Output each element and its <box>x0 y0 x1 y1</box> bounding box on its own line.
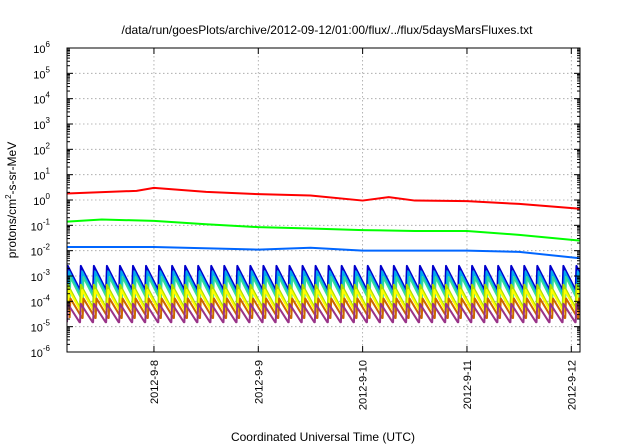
y-tick-label: 106 <box>33 40 50 56</box>
y-tick-label-exponent: -3 <box>43 268 51 277</box>
y-tick-label-exponent: -6 <box>43 344 51 353</box>
y-axis-label-suffix: -s-sr-MeV <box>5 142 19 195</box>
y-tick-label: 10-6 <box>31 344 51 360</box>
y-tick-labels: 10-610-510-410-310-210-11001011021031041… <box>31 40 51 360</box>
y-tick-label-exponent: 0 <box>46 192 51 201</box>
y-tick-label-base: 10 <box>31 221 43 233</box>
series-line-2 <box>67 218 580 242</box>
y-tick-label: 10-1 <box>31 217 51 233</box>
y-tick-label-base: 10 <box>33 69 45 81</box>
y-tick-label-exponent: 3 <box>46 116 51 125</box>
y-tick-label-exponent: 6 <box>46 40 51 49</box>
x-tick-label: 2012-9-10 <box>358 360 370 410</box>
series-line-3 <box>67 245 580 260</box>
y-tick-label: 10-2 <box>31 243 51 259</box>
y-tick-label-base: 10 <box>33 171 45 183</box>
y-tick-label-base: 10 <box>31 247 43 259</box>
y-tick-label-base: 10 <box>33 44 45 56</box>
x-tick-label: 2012-9-11 <box>462 360 474 409</box>
y-tick-label-base: 10 <box>33 120 45 132</box>
y-tick-label: 103 <box>33 116 50 132</box>
y-tick-label-base: 10 <box>33 95 45 107</box>
y-tick-label-exponent: -1 <box>43 217 51 226</box>
series-group <box>67 186 580 324</box>
series-line-10 <box>67 302 580 324</box>
x-tick-label: 2012-9-9 <box>253 360 265 404</box>
axis-ticks <box>67 47 580 353</box>
x-tick-label: 2012-9-8 <box>149 360 161 404</box>
x-tick-labels: 2012-9-8 2012-9-9 2012-9-10 2012-9-11 2012-9… <box>149 360 578 410</box>
chart-title: /data/run/goesPlots/archive/2012-09-12/0… <box>122 23 534 37</box>
y-tick-label-exponent: -5 <box>43 319 51 328</box>
y-tick-label-base: 10 <box>31 323 43 335</box>
y-axis-label: protons/cm2-s-sr-MeV <box>4 142 19 258</box>
y-axis-label-superscript: 2 <box>4 194 13 199</box>
y-tick-label-exponent: 2 <box>46 141 51 150</box>
y-tick-label-exponent: -4 <box>43 293 51 302</box>
y-tick-label-base: 10 <box>31 272 43 284</box>
y-tick-label-exponent: -2 <box>43 243 51 252</box>
series-line-1 <box>67 186 580 210</box>
y-tick-label: 10-4 <box>31 293 51 309</box>
y-tick-label-base: 10 <box>31 348 43 360</box>
y-tick-label: 100 <box>33 192 50 208</box>
y-tick-label-base: 10 <box>33 196 45 208</box>
y-tick-label-base: 10 <box>33 145 45 157</box>
x-tick-label: 2012-9-12 <box>566 360 578 410</box>
y-tick-label: 10-3 <box>31 268 51 284</box>
y-tick-label-base: 10 <box>31 297 43 309</box>
y-tick-label-exponent: 5 <box>46 65 51 74</box>
y-tick-label-exponent: 4 <box>46 91 51 100</box>
y-tick-label: 101 <box>33 167 50 183</box>
y-tick-label: 10-5 <box>31 319 51 335</box>
y-tick-label: 105 <box>33 65 50 81</box>
x-axis-label: Coordinated Universal Time (UTC) <box>231 430 415 444</box>
y-tick-label: 102 <box>33 141 50 157</box>
y-tick-label: 104 <box>33 91 50 107</box>
y-axis-label-prefix: protons/cm <box>5 199 19 258</box>
y-tick-label-exponent: 1 <box>46 167 51 176</box>
